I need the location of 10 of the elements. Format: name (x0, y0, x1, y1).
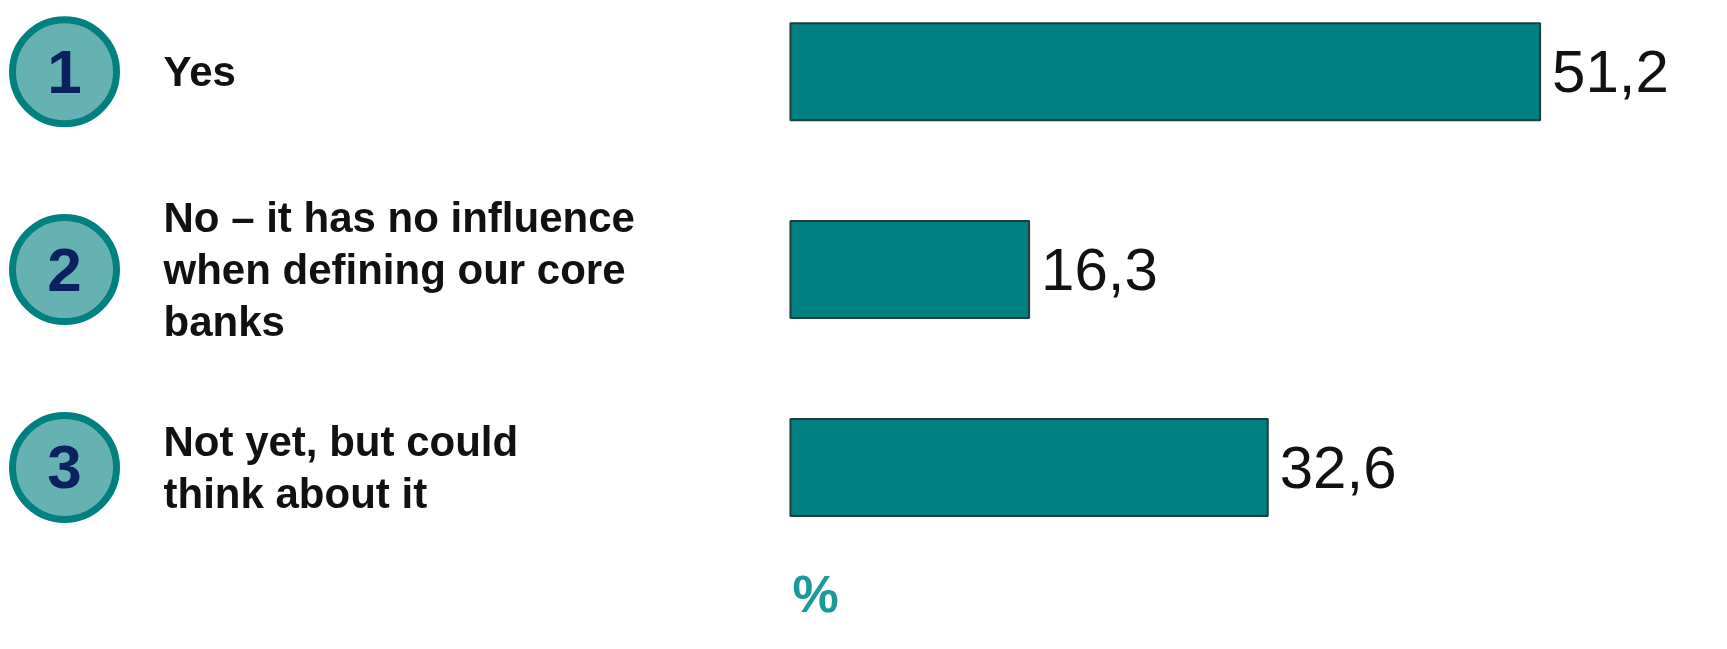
y-tick-label: Not yet, but could think about it (163, 418, 519, 517)
data-label: 16,3 (1041, 236, 1158, 304)
y-tick-label: No – it has no influence when defining our core banks (162, 194, 635, 345)
text: 2 (47, 234, 82, 304)
x-axis-title: % (792, 565, 839, 624)
text: 1 (47, 36, 82, 106)
text: 3 (47, 432, 82, 502)
data-label: 51,2 (1552, 38, 1669, 106)
data-label: 32,6 (1279, 433, 1397, 501)
y-tick-label: Yes (163, 48, 236, 96)
